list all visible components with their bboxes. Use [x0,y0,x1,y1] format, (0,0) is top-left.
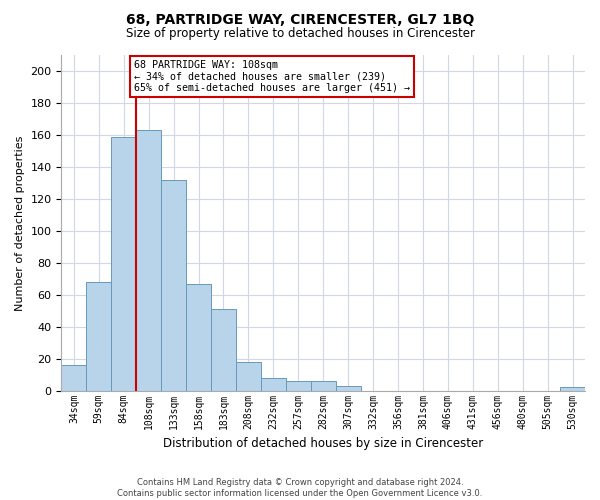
Bar [186,284,211,391]
Text: Size of property relative to detached houses in Cirencester: Size of property relative to detached ho… [125,28,475,40]
X-axis label: Distribution of detached houses by size in Cirencester: Distribution of detached houses by size … [163,437,484,450]
Bar [286,381,311,390]
Bar [86,282,111,391]
Bar [111,136,136,390]
Bar [61,365,86,390]
Bar [236,362,261,390]
Text: 68, PARTRIDGE WAY, CIRENCESTER, GL7 1BQ: 68, PARTRIDGE WAY, CIRENCESTER, GL7 1BQ [126,12,474,26]
Bar [136,130,161,390]
Bar [335,386,361,390]
Bar [261,378,286,390]
Y-axis label: Number of detached properties: Number of detached properties [15,135,25,310]
Bar [560,388,585,390]
Bar [211,309,236,390]
Bar [311,381,335,390]
Text: Contains HM Land Registry data © Crown copyright and database right 2024.
Contai: Contains HM Land Registry data © Crown c… [118,478,482,498]
Text: 68 PARTRIDGE WAY: 108sqm
← 34% of detached houses are smaller (239)
65% of semi-: 68 PARTRIDGE WAY: 108sqm ← 34% of detach… [134,60,410,93]
Bar [161,180,186,390]
